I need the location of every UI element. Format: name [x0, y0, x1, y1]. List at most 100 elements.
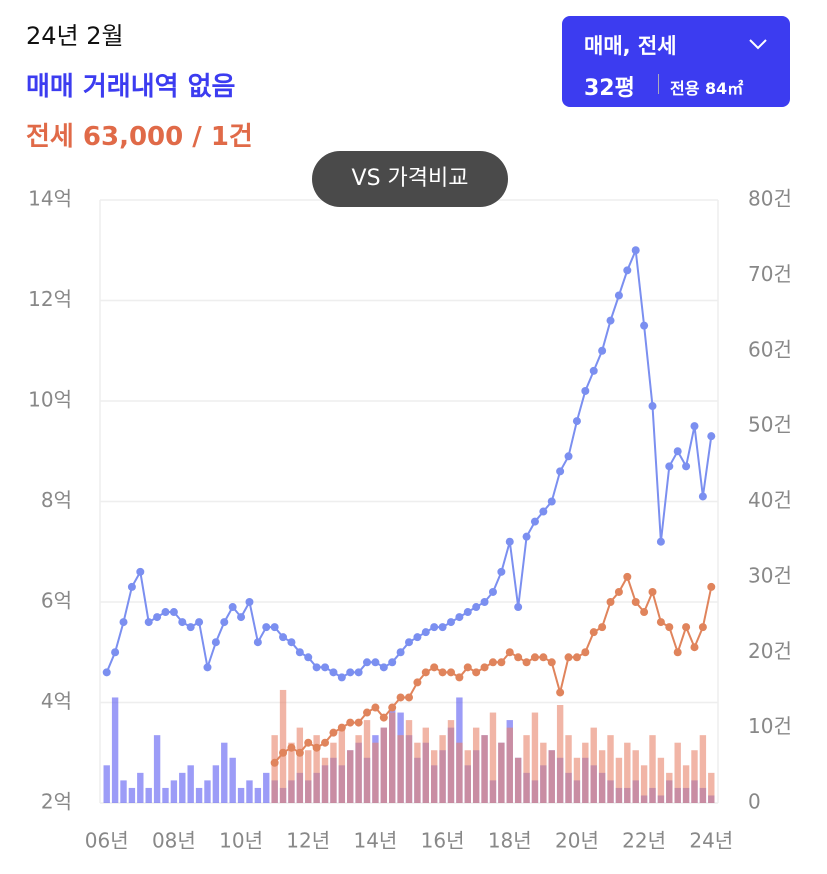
- price-point: [337, 673, 346, 682]
- price-point: [707, 582, 716, 591]
- volume-bar: [229, 757, 236, 803]
- price-point: [220, 618, 229, 627]
- volume-bar: [439, 735, 446, 803]
- price-point: [472, 668, 481, 677]
- volume-bar: [640, 765, 648, 803]
- price-point: [480, 598, 489, 606]
- volume-bar: [397, 735, 404, 803]
- volume-bar: [514, 757, 522, 803]
- volume-bar: [540, 742, 547, 803]
- price-point: [253, 638, 262, 647]
- volume-bar: [447, 720, 455, 803]
- price-point: [245, 598, 254, 606]
- volume-bar: [430, 750, 438, 803]
- price-point: [556, 688, 565, 697]
- price-point: [623, 266, 632, 275]
- price-point: [698, 623, 707, 632]
- volume-bar: [598, 750, 606, 803]
- price-point: [665, 462, 674, 471]
- price-point: [656, 537, 665, 546]
- y2-tick-label: 80건: [748, 187, 792, 211]
- price-point: [472, 603, 481, 612]
- volume-bar: [305, 750, 312, 803]
- price-point: [514, 653, 523, 662]
- volume-bar: [313, 735, 320, 803]
- volume-bar: [674, 742, 681, 803]
- volume-bar: [204, 780, 211, 803]
- price-point: [530, 653, 539, 662]
- volume-bar: [263, 772, 270, 803]
- price-point: [514, 603, 523, 612]
- volume-bar: [111, 697, 119, 803]
- price-point: [270, 623, 279, 632]
- price-point: [312, 663, 321, 672]
- price-point: [371, 703, 380, 712]
- price-point: [295, 648, 304, 657]
- price-point: [279, 633, 288, 642]
- price-point: [270, 758, 279, 767]
- price-point: [379, 713, 388, 722]
- price-point: [161, 608, 170, 617]
- volume-bar: [128, 787, 136, 803]
- volume-bar: [271, 735, 278, 803]
- x-tick-label: 12년: [286, 829, 330, 853]
- price-point: [682, 462, 691, 471]
- volume-bar: [556, 705, 564, 803]
- price-point: [363, 708, 372, 717]
- price-point: [446, 668, 455, 677]
- price-point: [707, 432, 716, 441]
- volume-bar: [212, 765, 220, 803]
- volume-bar: [221, 742, 228, 803]
- price-point: [480, 663, 489, 672]
- price-point: [237, 613, 246, 622]
- price-point: [144, 618, 153, 627]
- price-point: [690, 643, 699, 652]
- volume-bar: [355, 735, 362, 803]
- price-point: [446, 618, 455, 627]
- price-point: [505, 537, 514, 546]
- volume-bar: [179, 772, 186, 803]
- price-point: [405, 638, 413, 647]
- x-tick-label: 20년: [555, 829, 599, 853]
- price-point: [371, 658, 380, 667]
- price-point: [430, 663, 439, 672]
- volume-bar: [573, 757, 581, 803]
- price-point: [178, 618, 187, 627]
- price-point: [656, 618, 665, 627]
- price-point: [606, 598, 615, 606]
- y-tick-label: 6억: [41, 589, 72, 613]
- volume-bar: [565, 735, 572, 803]
- type-selector[interactable]: 매매, 전세 32평 전용 84㎡: [562, 16, 790, 107]
- sale-info: 매매 거래내역 없음: [26, 72, 236, 102]
- chevron: [749, 39, 767, 50]
- volume-bar: [624, 742, 631, 803]
- volume-bar: [582, 742, 589, 803]
- price-point: [606, 316, 615, 325]
- price-point: [673, 648, 682, 657]
- volume-bar: [464, 750, 471, 803]
- y2-tick-label: 40건: [748, 488, 792, 512]
- volume-bar: [120, 780, 127, 803]
- price-point: [211, 638, 220, 647]
- x-tick-label: 14년: [353, 829, 397, 853]
- volume-bar: [414, 742, 421, 803]
- price-line: [105, 246, 713, 679]
- y2-tick-label: 10건: [748, 714, 792, 738]
- price-point: [547, 658, 556, 667]
- volume-bar: [472, 727, 480, 803]
- volume-bar: [691, 750, 698, 803]
- price-point: [111, 648, 120, 657]
- price-point: [329, 668, 338, 677]
- price-point: [640, 608, 649, 617]
- price-point: [572, 417, 581, 426]
- price-point: [522, 532, 531, 541]
- compare-button[interactable]: VS 가격비교: [312, 151, 508, 207]
- volume-bar: [237, 787, 245, 803]
- volume-bar: [657, 757, 665, 803]
- date: 24년 2월: [26, 22, 124, 50]
- size-label: 32평: [584, 76, 635, 101]
- y-tick-label: 4억: [41, 689, 72, 713]
- price-point: [321, 738, 330, 747]
